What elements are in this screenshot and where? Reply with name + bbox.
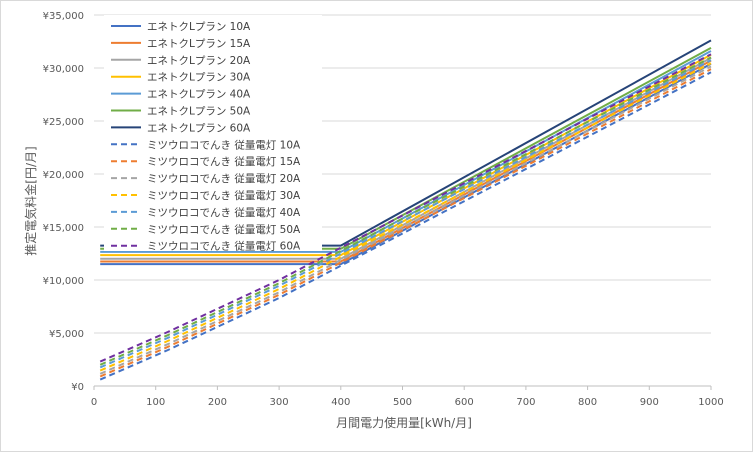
legend-label-8: ミツウロコでんき 従量電灯 10A — [147, 138, 301, 151]
y-tick-label: ¥25,000 — [43, 117, 84, 128]
legend-label-5: エネトクLプラン 40A — [147, 89, 251, 101]
legend-label-2: エネトクLプラン 15A — [147, 38, 251, 50]
series-line-8 — [99, 71, 712, 381]
y-tick-label: ¥5,000 — [49, 329, 84, 340]
x-tick-label: 100 — [146, 397, 165, 408]
legend-label-3: エネトクLプラン 20A — [147, 55, 251, 67]
y-tick-label: ¥30,000 — [43, 64, 84, 75]
x-tick-label: 400 — [331, 397, 350, 408]
x-tick-label: 800 — [578, 397, 597, 408]
x-tick-label: 1000 — [698, 397, 723, 408]
series-line-13 — [99, 56, 712, 366]
legend-label-9: ミツウロコでんき 従量電灯 15A — [147, 155, 301, 168]
legend-label-6: エネトクLプラン 50A — [147, 106, 251, 118]
legend-label-1: エネトクLプラン 10A — [147, 21, 251, 33]
legend-label-4: エネトクLプラン 30A — [147, 72, 251, 84]
y-tick-label: ¥15,000 — [43, 223, 84, 234]
x-tick-label: 200 — [208, 397, 227, 408]
series-line-11 — [99, 62, 712, 372]
x-tick-label: 300 — [270, 397, 289, 408]
legend-label-7: エネトクLプラン 60A — [147, 122, 251, 134]
x-tick-label: 700 — [516, 397, 535, 408]
x-tick-label: 900 — [640, 397, 659, 408]
series-line-9 — [99, 68, 712, 378]
series-line-12 — [99, 59, 712, 369]
series-line-10 — [99, 65, 712, 375]
x-tick-label: 600 — [455, 397, 474, 408]
legend-label-12: ミツウロコでんき 従量電灯 40A — [147, 206, 301, 219]
y-tick-label: ¥20,000 — [43, 170, 84, 181]
y-tick-label: ¥35,000 — [43, 11, 84, 22]
legend-label-13: ミツウロコでんき 従量電灯 50A — [147, 223, 301, 236]
legend-label-14: ミツウロコでんき 従量電灯 60A — [147, 240, 301, 253]
legend-label-11: ミツウロコでんき 従量電灯 30A — [147, 189, 301, 202]
axes: ¥0 ¥5,000 ¥10,000 ¥15,000 ¥20,000 ¥25,000 ¥30,… — [43, 11, 724, 408]
legend-background — [104, 15, 322, 251]
x-tick-label: 0 — [91, 397, 97, 408]
legend: エネトクLプラン 10A エネトクLプラン 15A エネトクLプラン 20A エネトク… — [104, 15, 322, 253]
x-axis-title: 月間電力使用量[kWh/月] — [336, 415, 472, 430]
legend-label-10: ミツウロコでんき 従量電灯 20A — [147, 172, 301, 185]
x-tick-label: 500 — [393, 397, 412, 408]
y-tick-label: ¥0 — [71, 382, 84, 393]
y-tick-label: ¥10,000 — [43, 276, 84, 287]
series-line-14 — [99, 53, 712, 363]
y-axis-title: 推定電気料金[円/月] — [23, 146, 38, 255]
